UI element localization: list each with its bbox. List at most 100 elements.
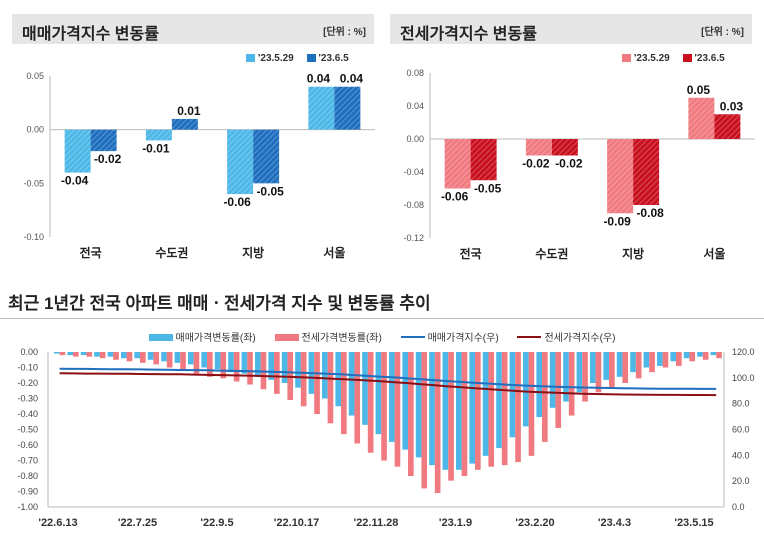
trend-x-tick-label: '22.10.17 <box>274 517 319 529</box>
trend-left-tick-label: -0.90 <box>17 487 38 497</box>
trend-bar <box>241 352 248 374</box>
sale-bar <box>227 129 254 195</box>
jeonse-y-tick-label: 0.04 <box>406 101 424 111</box>
trend-bar <box>576 352 583 393</box>
trend-bar <box>456 352 462 470</box>
sale-index-line <box>59 367 717 390</box>
jeonse-y-tick-label: -0.12 <box>403 233 424 243</box>
jeonse-category-label: 전국 <box>460 246 482 261</box>
sale-chart-unit: [단위 : %] <box>323 27 366 38</box>
legend-label: '23.5.29 <box>634 53 670 64</box>
trend-bar <box>683 352 690 359</box>
trend-bar <box>348 352 355 416</box>
trend-bar <box>662 352 669 368</box>
trend-bar <box>568 352 575 416</box>
jeonse-data-label: -0.06 <box>441 190 469 204</box>
trend-bar <box>322 352 328 399</box>
trend-bar <box>59 352 66 356</box>
trend-bar <box>408 352 414 476</box>
jeonse-data-label: -0.09 <box>603 214 631 228</box>
sale-chart-title: 매매가격지수 변동률 <box>22 26 159 43</box>
jeonse-data-label: -0.08 <box>636 206 664 220</box>
jeonse-data-label: -0.05 <box>474 181 502 195</box>
sale-chart-title-bar: 매매가격지수 변동률 [단위 : %] <box>12 14 374 44</box>
jeonse-data-label: 0.05 <box>687 83 711 97</box>
jeonse-data-label: -0.02 <box>522 157 550 171</box>
trend-left-tick-label: -1.00 <box>17 502 38 512</box>
sale-data-label: -0.01 <box>142 141 170 155</box>
legend-item-sale-rate: 매매가격변동률(좌) <box>148 329 256 344</box>
trend-bar <box>689 352 696 362</box>
sale-bar <box>64 129 91 173</box>
trend-bar <box>643 352 650 368</box>
trend-left-tick-label: 0.00 <box>20 347 38 357</box>
trend-bar <box>657 352 663 366</box>
swatch-icon <box>622 54 631 62</box>
trend-x-tick-label: '22.9.5 <box>200 517 233 529</box>
trend-bar <box>582 352 588 402</box>
title-divider <box>0 318 764 319</box>
trend-bar <box>161 352 167 362</box>
sale-legend-item-old: '23.5.29 <box>246 53 294 64</box>
trend-bar <box>140 352 146 363</box>
trend-bar <box>247 352 253 385</box>
trend-bar <box>710 352 717 356</box>
trend-bar <box>536 352 543 418</box>
trend-bar <box>341 352 347 435</box>
trend-x-tick-label: '23.5.15 <box>674 517 713 529</box>
trend-bar <box>207 352 213 377</box>
trend-right-tick-label: 100.0 <box>732 373 755 383</box>
trend-bar <box>542 352 548 442</box>
sale-data-label: 0.04 <box>307 72 331 86</box>
trend-left-tick-label: -0.80 <box>17 471 38 481</box>
trend-bar <box>501 352 508 466</box>
trend-bar <box>300 352 307 407</box>
trend-bar <box>609 352 615 388</box>
trend-left-tick-label: -0.20 <box>17 378 38 388</box>
sale-data-label: -0.02 <box>94 152 122 166</box>
swatch-icon <box>682 54 692 62</box>
sale-data-label: 0.01 <box>177 104 201 118</box>
trend-bar <box>421 352 428 489</box>
jeonse-bar <box>607 139 634 214</box>
trend-bar <box>107 352 114 357</box>
trend-bar <box>113 352 119 360</box>
jeonse-bar <box>551 139 578 156</box>
trend-bar <box>166 352 173 368</box>
trend-bar <box>54 352 60 354</box>
sale-data-label: -0.05 <box>256 184 284 198</box>
jeonse-data-label: 0.03 <box>720 99 744 113</box>
legend-label: '23.6.5 <box>694 53 725 64</box>
trend-bar <box>523 352 529 427</box>
jeonse-chart-title-bar: 전세가격지수 변동률 [단위 : %] <box>390 14 752 44</box>
trend-bar <box>295 352 301 388</box>
jeonse-y-tick-label: -0.04 <box>403 167 424 177</box>
trend-bar <box>281 352 288 383</box>
trend-bar <box>676 352 682 366</box>
trend-bar <box>134 352 141 359</box>
trend-bar <box>268 352 275 380</box>
trend-right-tick-label: 40.0 <box>732 450 750 460</box>
trend-bar <box>153 352 160 365</box>
trend-bar <box>67 352 74 356</box>
jeonse-category-label: 지방 <box>622 246 644 261</box>
sale-y-tick-label: -0.10 <box>23 232 44 242</box>
sale-bar <box>253 129 280 184</box>
trend-bar <box>201 352 208 368</box>
sale-y-tick-label: 0.00 <box>26 125 44 135</box>
trend-bar <box>327 352 334 424</box>
sale-legend-item-new: '23.6.5 <box>306 53 349 64</box>
trend-x-tick-label: '23.4.3 <box>598 517 631 529</box>
jeonse-legend-item-new: '23.6.5 <box>682 53 725 64</box>
trend-bar <box>220 352 227 379</box>
jeonse-category-label: 수도권 <box>535 247 568 261</box>
trend-bar <box>461 352 468 476</box>
trend-bar <box>314 352 320 414</box>
trend-right-tick-label: 120.0 <box>732 347 755 357</box>
trend-bar <box>697 352 703 357</box>
trend-chart-legend: 매매가격변동률(좌) 전세가격변동률(좌) 매매가격지수(우) 전세가격지수(우… <box>0 329 764 344</box>
line-swatch-icon <box>517 336 542 338</box>
trend-bar <box>389 352 395 442</box>
trend-bar <box>86 352 93 357</box>
